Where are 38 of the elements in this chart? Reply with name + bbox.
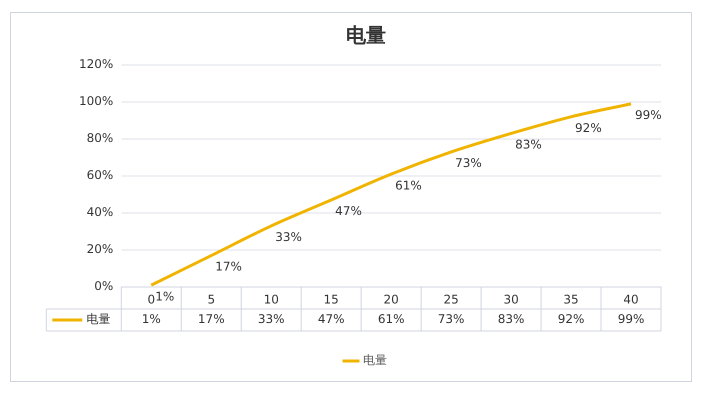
- y-tick-label: 100%: [78, 94, 114, 108]
- data-label: 92%: [558, 312, 584, 326]
- x-tick-label: 5: [207, 292, 216, 306]
- y-tick-label: 40%: [86, 205, 114, 220]
- chart-title: 电量: [346, 23, 386, 48]
- y-tick-label: 80%: [86, 131, 114, 146]
- text: 92%: [575, 120, 602, 135]
- text: 61%: [395, 178, 422, 192]
- data-label: 83%: [498, 312, 524, 326]
- y-tick-label: 20%: [86, 242, 114, 256]
- text: 73%: [455, 156, 482, 170]
- text: 83%: [515, 138, 542, 152]
- text: 1%: [155, 289, 174, 304]
- y-tick-label: 120%: [78, 57, 114, 72]
- data-label: 61%: [378, 312, 404, 326]
- x-tick-label: 40: [623, 292, 639, 306]
- text: 17%: [215, 260, 242, 274]
- x-tick-label: 15: [324, 292, 339, 306]
- x-tick-label: 30: [503, 292, 519, 306]
- data-label: 47%: [318, 312, 345, 326]
- data-label: 33%: [258, 312, 285, 326]
- data-label: 17%: [198, 312, 225, 326]
- x-tick-label: 20: [384, 292, 399, 306]
- data-label: 1%: [142, 312, 161, 326]
- x-tick-label: 0: [147, 292, 156, 306]
- line-series: [150, 102, 633, 287]
- data-label: 99%: [618, 312, 644, 326]
- x-tick-label: 10: [264, 292, 279, 306]
- data-label: 73%: [438, 312, 464, 326]
- text: 99%: [635, 108, 662, 122]
- legend-label: 电量: [86, 312, 110, 326]
- text: 电量: [363, 353, 387, 368]
- y-tick-label: 60%: [86, 168, 114, 182]
- x-tick-label: 25: [443, 292, 459, 306]
- x-tick-label: 35: [563, 292, 579, 306]
- text: 33%: [275, 230, 302, 244]
- text: 47%: [335, 204, 362, 218]
- y-tick-label: 0%: [94, 279, 114, 294]
